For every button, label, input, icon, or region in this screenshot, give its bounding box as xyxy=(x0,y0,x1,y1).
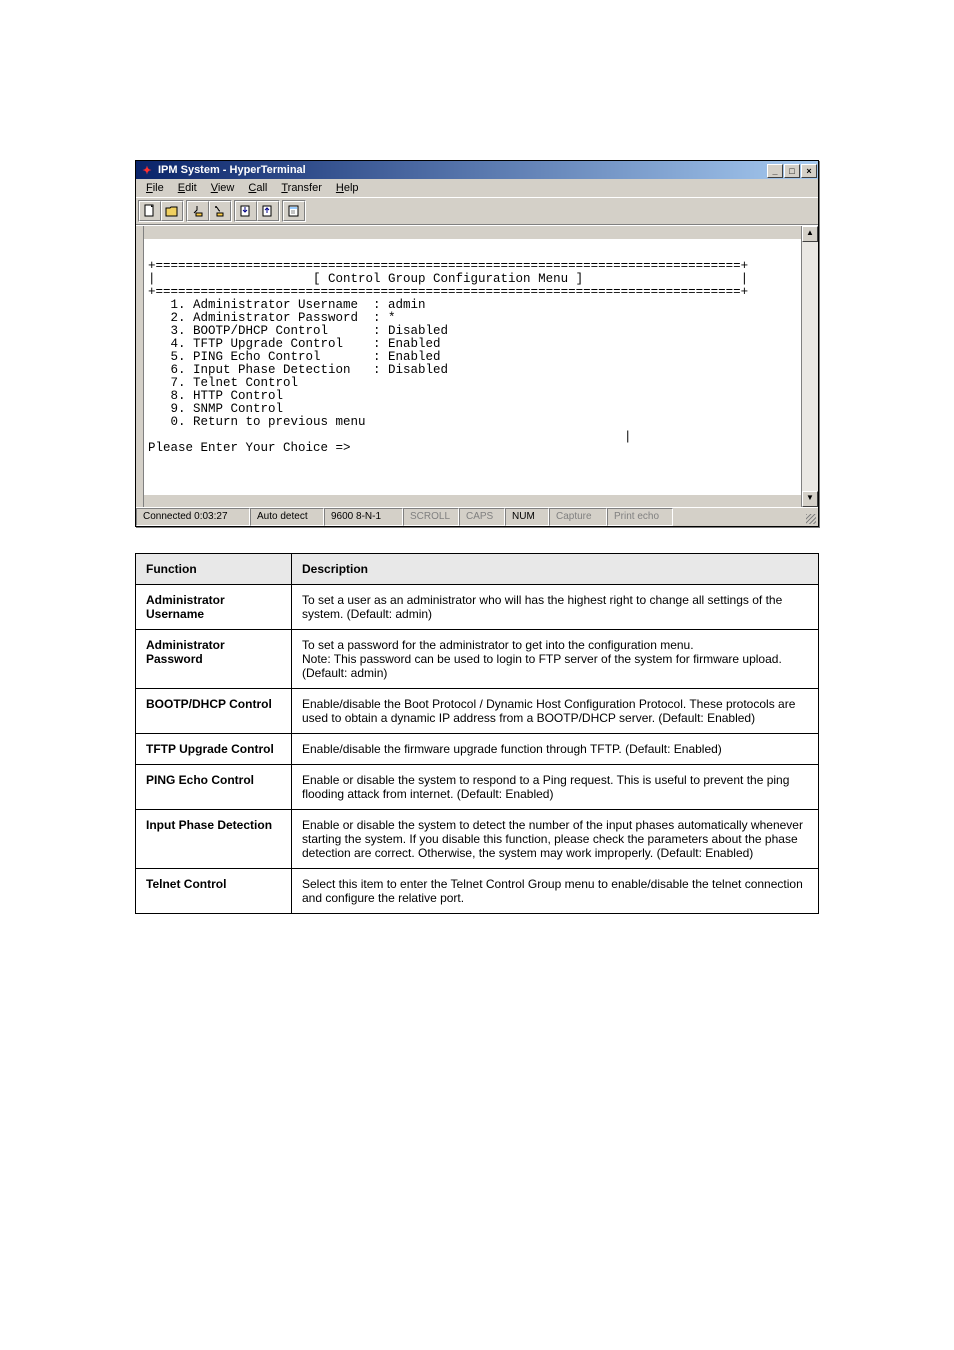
send-icon[interactable] xyxy=(235,201,257,221)
cell-function: PING Echo Control xyxy=(136,765,292,810)
col-description: Description xyxy=(292,554,819,585)
menu-transfer[interactable]: Transfer xyxy=(275,181,328,195)
table-row: BOOTP/DHCP ControlEnable/disable the Boo… xyxy=(136,689,819,734)
scroll-track[interactable] xyxy=(802,242,818,491)
status-caps: CAPS xyxy=(459,508,505,526)
cell-function: Administrator Username xyxy=(136,585,292,630)
toolbar xyxy=(136,197,818,225)
maximize-button[interactable]: □ xyxy=(784,164,800,178)
menu-file[interactable]: File xyxy=(140,181,170,195)
description-table: Function Description Administrator Usern… xyxy=(135,553,819,914)
cell-description: To set a user as an administrator who wi… xyxy=(292,585,819,630)
hyperterminal-window: ✦ IPM System - HyperTerminal _ □ × FileE… xyxy=(135,160,819,527)
receive-icon[interactable] xyxy=(257,201,279,221)
vertical-scrollbar[interactable]: ▲ ▼ xyxy=(801,226,818,507)
table-row: Administrator PasswordTo set a password … xyxy=(136,630,819,689)
properties-icon[interactable] xyxy=(283,201,305,221)
cell-function: Input Phase Detection xyxy=(136,810,292,869)
statusbar: Connected 0:03:27Auto detect9600 8-N-1SC… xyxy=(136,507,818,526)
menu-call[interactable]: Call xyxy=(242,181,273,195)
col-function: Function xyxy=(136,554,292,585)
menu-help[interactable]: Help xyxy=(330,181,365,195)
window-title: IPM System - HyperTerminal xyxy=(158,164,767,176)
close-button[interactable]: × xyxy=(801,164,817,178)
cell-description: Enable or disable the system to detect t… xyxy=(292,810,819,869)
disconnect-icon[interactable] xyxy=(209,201,231,221)
cell-description: Enable/disable the Boot Protocol / Dynam… xyxy=(292,689,819,734)
menu-view[interactable]: View xyxy=(205,181,241,195)
status-capture: Capture xyxy=(549,508,607,526)
table-row: Administrator UsernameTo set a user as a… xyxy=(136,585,819,630)
resize-grip[interactable] xyxy=(802,508,818,526)
status-9600-8-n-1: 9600 8-N-1 xyxy=(324,508,403,526)
menubar: FileEditViewCallTransferHelp xyxy=(136,179,818,197)
cell-description: Enable or disable the system to respond … xyxy=(292,765,819,810)
minimize-button[interactable]: _ xyxy=(767,164,783,178)
status-print-echo: Print echo xyxy=(607,508,673,526)
open-file-icon[interactable] xyxy=(161,201,183,221)
table-row: PING Echo ControlEnable or disable the s… xyxy=(136,765,819,810)
table-row: Telnet ControlSelect this item to enter … xyxy=(136,869,819,914)
table-row: Input Phase DetectionEnable or disable t… xyxy=(136,810,819,869)
table-row: TFTP Upgrade ControlEnable/disable the f… xyxy=(136,734,819,765)
app-icon: ✦ xyxy=(140,164,154,177)
cell-function: Telnet Control xyxy=(136,869,292,914)
cell-description: Enable/disable the firmware upgrade func… xyxy=(292,734,819,765)
cell-function: BOOTP/DHCP Control xyxy=(136,689,292,734)
status-auto-detect: Auto detect xyxy=(250,508,324,526)
scroll-up-button[interactable]: ▲ xyxy=(802,226,818,242)
cell-description: To set a password for the administrator … xyxy=(292,630,819,689)
connect-icon[interactable] xyxy=(187,201,209,221)
status-connected-0-03-27: Connected 0:03:27 xyxy=(136,508,250,526)
window-titlebar[interactable]: ✦ IPM System - HyperTerminal _ □ × xyxy=(136,161,818,179)
status-scroll: SCROLL xyxy=(403,508,459,526)
cell-function: TFTP Upgrade Control xyxy=(136,734,292,765)
menu-edit[interactable]: Edit xyxy=(172,181,203,195)
terminal-left-border xyxy=(136,226,144,507)
status-num: NUM xyxy=(505,508,549,526)
cell-function: Administrator Password xyxy=(136,630,292,689)
cell-description: Select this item to enter the Telnet Con… xyxy=(292,869,819,914)
scroll-down-button[interactable]: ▼ xyxy=(802,491,818,507)
terminal-output: +=======================================… xyxy=(144,239,801,495)
new-file-icon[interactable] xyxy=(139,201,161,221)
